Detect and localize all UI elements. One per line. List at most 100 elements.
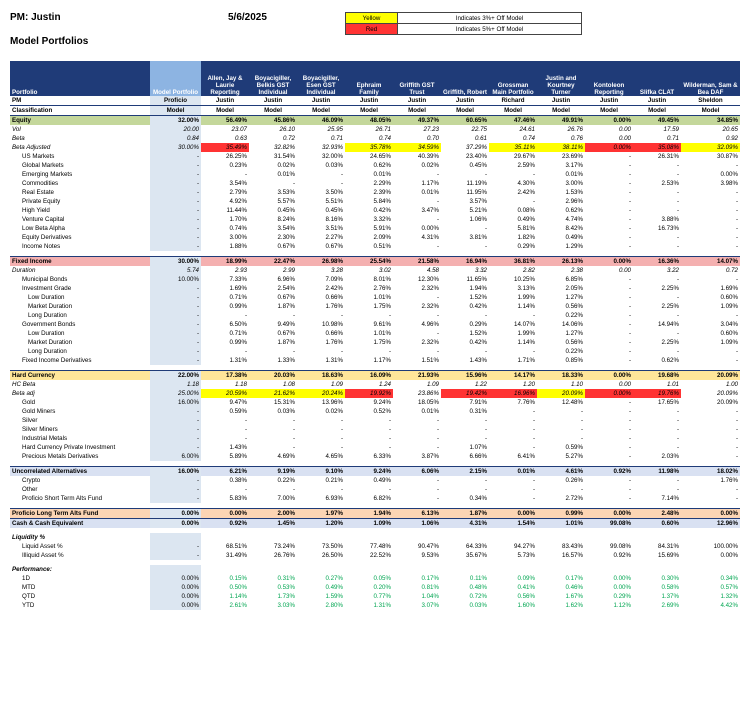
row-value: 6.33% <box>373 453 391 460</box>
row-value: 18.05% <box>418 399 439 406</box>
row-value: - <box>150 197 201 206</box>
table-row: Performance: <box>10 565 740 574</box>
row-value: 23.07 <box>231 126 247 133</box>
row-value: 4.65% <box>325 453 343 460</box>
row-value <box>345 533 393 542</box>
row-value: 5.74 <box>150 266 201 275</box>
row-label: Proficio Long Term Alts Fund <box>10 508 150 519</box>
row-value: 9.24% <box>345 466 393 476</box>
row-value: 77.48% <box>370 543 391 550</box>
row-value: - <box>532 435 535 442</box>
row-value: 2.54% <box>277 285 295 292</box>
row-value <box>585 565 633 574</box>
row-value: 2.72% <box>565 495 583 502</box>
table-row: US Markets - 26.25% 31.54% 32.00% 24.65% 40.39… <box>10 152 740 161</box>
row-value: 3.28 <box>330 267 343 274</box>
column-header: Ephraim Family <box>345 61 393 96</box>
row-value: 0.01% <box>421 408 439 415</box>
row-value: 0.03% <box>469 602 487 609</box>
row-value: 15.31% <box>274 399 295 406</box>
row-value: - <box>676 477 679 484</box>
row-value: 45.86% <box>249 115 297 125</box>
header-row-classification: Classification Model Model Model Model Model M… <box>10 105 740 116</box>
column-pm: Justin <box>633 96 681 106</box>
row-value: - <box>628 408 631 415</box>
row-value: - <box>150 338 201 347</box>
row-value: 0.00% <box>585 508 633 519</box>
row-value <box>441 565 489 574</box>
row-value: - <box>628 435 631 442</box>
row-value: 2.82 <box>522 267 535 274</box>
column-pm: Justin <box>585 96 633 106</box>
row-value: 6.50% <box>229 321 247 328</box>
row-value: - <box>150 485 201 494</box>
row-value: - <box>244 426 247 433</box>
row-label: Municipal Bonds <box>22 276 68 283</box>
row-value: 2.32% <box>421 339 439 346</box>
row-value: - <box>292 180 295 187</box>
row-value: 0.67% <box>325 243 343 250</box>
row-value: 0.09% <box>517 575 535 582</box>
row-value: 0.02% <box>325 408 343 415</box>
row-value: 26.50% <box>322 552 343 559</box>
row-value: 3.51% <box>325 225 343 232</box>
row-value: 49.91% <box>537 115 585 125</box>
row-value: - <box>436 495 439 502</box>
row-value: 0.70 <box>426 135 439 142</box>
row-value: - <box>484 225 487 232</box>
row-value: 32.00% <box>322 153 343 160</box>
row-value: 1.52% <box>469 330 487 337</box>
row-value: 4.58 <box>426 267 439 274</box>
row-value: - <box>676 312 679 319</box>
row-value: 1.62% <box>565 602 583 609</box>
row-value: 0.05% <box>373 575 391 582</box>
row-value: 7.09% <box>325 276 343 283</box>
row-value: 1.71% <box>517 357 535 364</box>
row-value <box>393 565 441 574</box>
row-value: 5.57% <box>277 198 295 205</box>
row-value: - <box>532 171 535 178</box>
row-value: 5.91% <box>373 225 391 232</box>
row-value: - <box>244 312 247 319</box>
row-value: 20.09% <box>681 370 740 380</box>
row-value: 11.65% <box>466 276 487 283</box>
row-value: - <box>388 348 391 355</box>
row-value: - <box>388 426 391 433</box>
row-value <box>537 533 585 542</box>
row-value: 5.89% <box>229 453 247 460</box>
row-value: 1.99% <box>517 330 535 337</box>
row-value: 2.05% <box>565 285 583 292</box>
row-value: - <box>292 426 295 433</box>
row-label: Hard Currency Private Investment <box>22 444 116 451</box>
row-value: 1.75% <box>373 303 391 310</box>
row-value: 99.08% <box>610 543 631 550</box>
row-value: 0.45% <box>325 207 343 214</box>
row-value: 1.53% <box>565 189 583 196</box>
row-label: Emerging Markets <box>22 171 73 178</box>
column-header: Kontoleon Reporting <box>585 61 633 96</box>
legend-swatch-yellow: Yellow <box>345 12 398 24</box>
row-label: YTD <box>22 602 35 609</box>
row-value: - <box>436 444 439 451</box>
row-value: - <box>244 486 247 493</box>
table-row: Industrial Metals - - - - - - - - - - - - <box>10 434 740 443</box>
row-value: - <box>436 312 439 319</box>
row-label: Precious Metals Derivatives <box>22 453 99 460</box>
row-value: 0.01% <box>489 466 537 476</box>
row-value: 0.00% <box>150 583 201 592</box>
row-value: - <box>150 215 201 224</box>
row-value: 15.69% <box>658 552 679 559</box>
row-value: 4.31% <box>441 518 489 528</box>
row-value: - <box>150 425 201 434</box>
row-value: - <box>628 216 631 223</box>
page-title: Model Portfolios <box>10 36 89 47</box>
row-value: 19.92% <box>345 389 393 398</box>
row-label: Industrial Metals <box>22 435 68 442</box>
row-value: 0.00% <box>585 115 633 125</box>
table-row: Gold Miners - 0.59% 0.03% 0.02% 0.52% 0.01% 0.3… <box>10 407 740 416</box>
row-value: 1.31% <box>373 602 391 609</box>
row-value: 5.81% <box>517 225 535 232</box>
row-value: 23.86% <box>418 390 439 397</box>
row-value: 49.37% <box>393 115 441 125</box>
row-value: 7.76% <box>517 399 535 406</box>
